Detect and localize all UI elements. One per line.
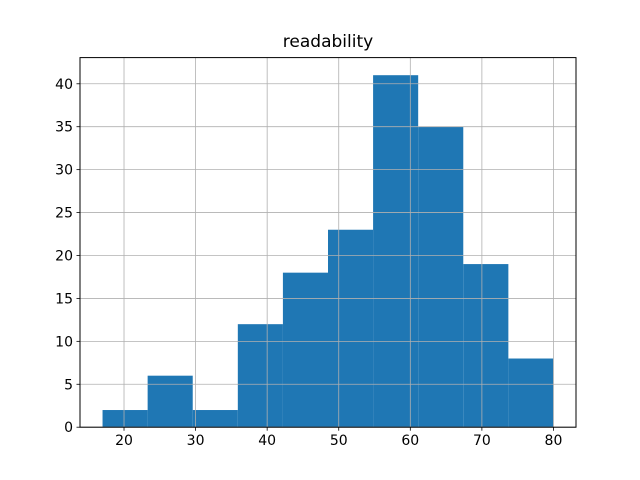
chart-title: readability: [282, 32, 374, 52]
histogram-bar: [147, 375, 193, 428]
y-tick-label: 5: [64, 377, 73, 393]
histogram-bar: [237, 324, 283, 428]
histogram-bar: [282, 272, 328, 428]
y-tick-label: 10: [55, 334, 73, 350]
y-tick-label: 0: [64, 420, 73, 436]
y-tick-label: 30: [55, 163, 73, 179]
histogram-bar: [373, 75, 419, 428]
y-tick-label: 25: [55, 206, 73, 222]
y-tick-label: 40: [55, 77, 73, 93]
x-tick-label: 40: [258, 433, 276, 449]
x-tick-label: 60: [401, 433, 419, 449]
axes-spines: [79, 57, 577, 428]
y-tick-label: 20: [55, 248, 73, 264]
x-tick-label: 80: [545, 433, 563, 449]
histogram-bar: [463, 264, 509, 428]
x-tick-label: 70: [473, 433, 491, 449]
tick-labels: 20 30 40 50 60 70 80 0 5 10 15 20 25 30 35 40: [55, 77, 562, 449]
grid-layer: [80, 57, 576, 428]
histogram-bar: [192, 410, 238, 428]
x-tick-label: 30: [187, 433, 205, 449]
tick-marks: [76, 83, 554, 431]
histogram-bar: [418, 126, 464, 428]
plot-border: [79, 57, 577, 428]
histogram-bar: [508, 358, 554, 428]
x-tick-label: 50: [330, 433, 348, 449]
x-tick-label: 20: [115, 433, 133, 449]
y-tick-label: 15: [55, 291, 73, 307]
bars-layer: [102, 75, 554, 428]
y-tick-label: 35: [55, 120, 73, 136]
histogram-bar: [328, 229, 374, 428]
histogram-bar: [102, 410, 148, 428]
